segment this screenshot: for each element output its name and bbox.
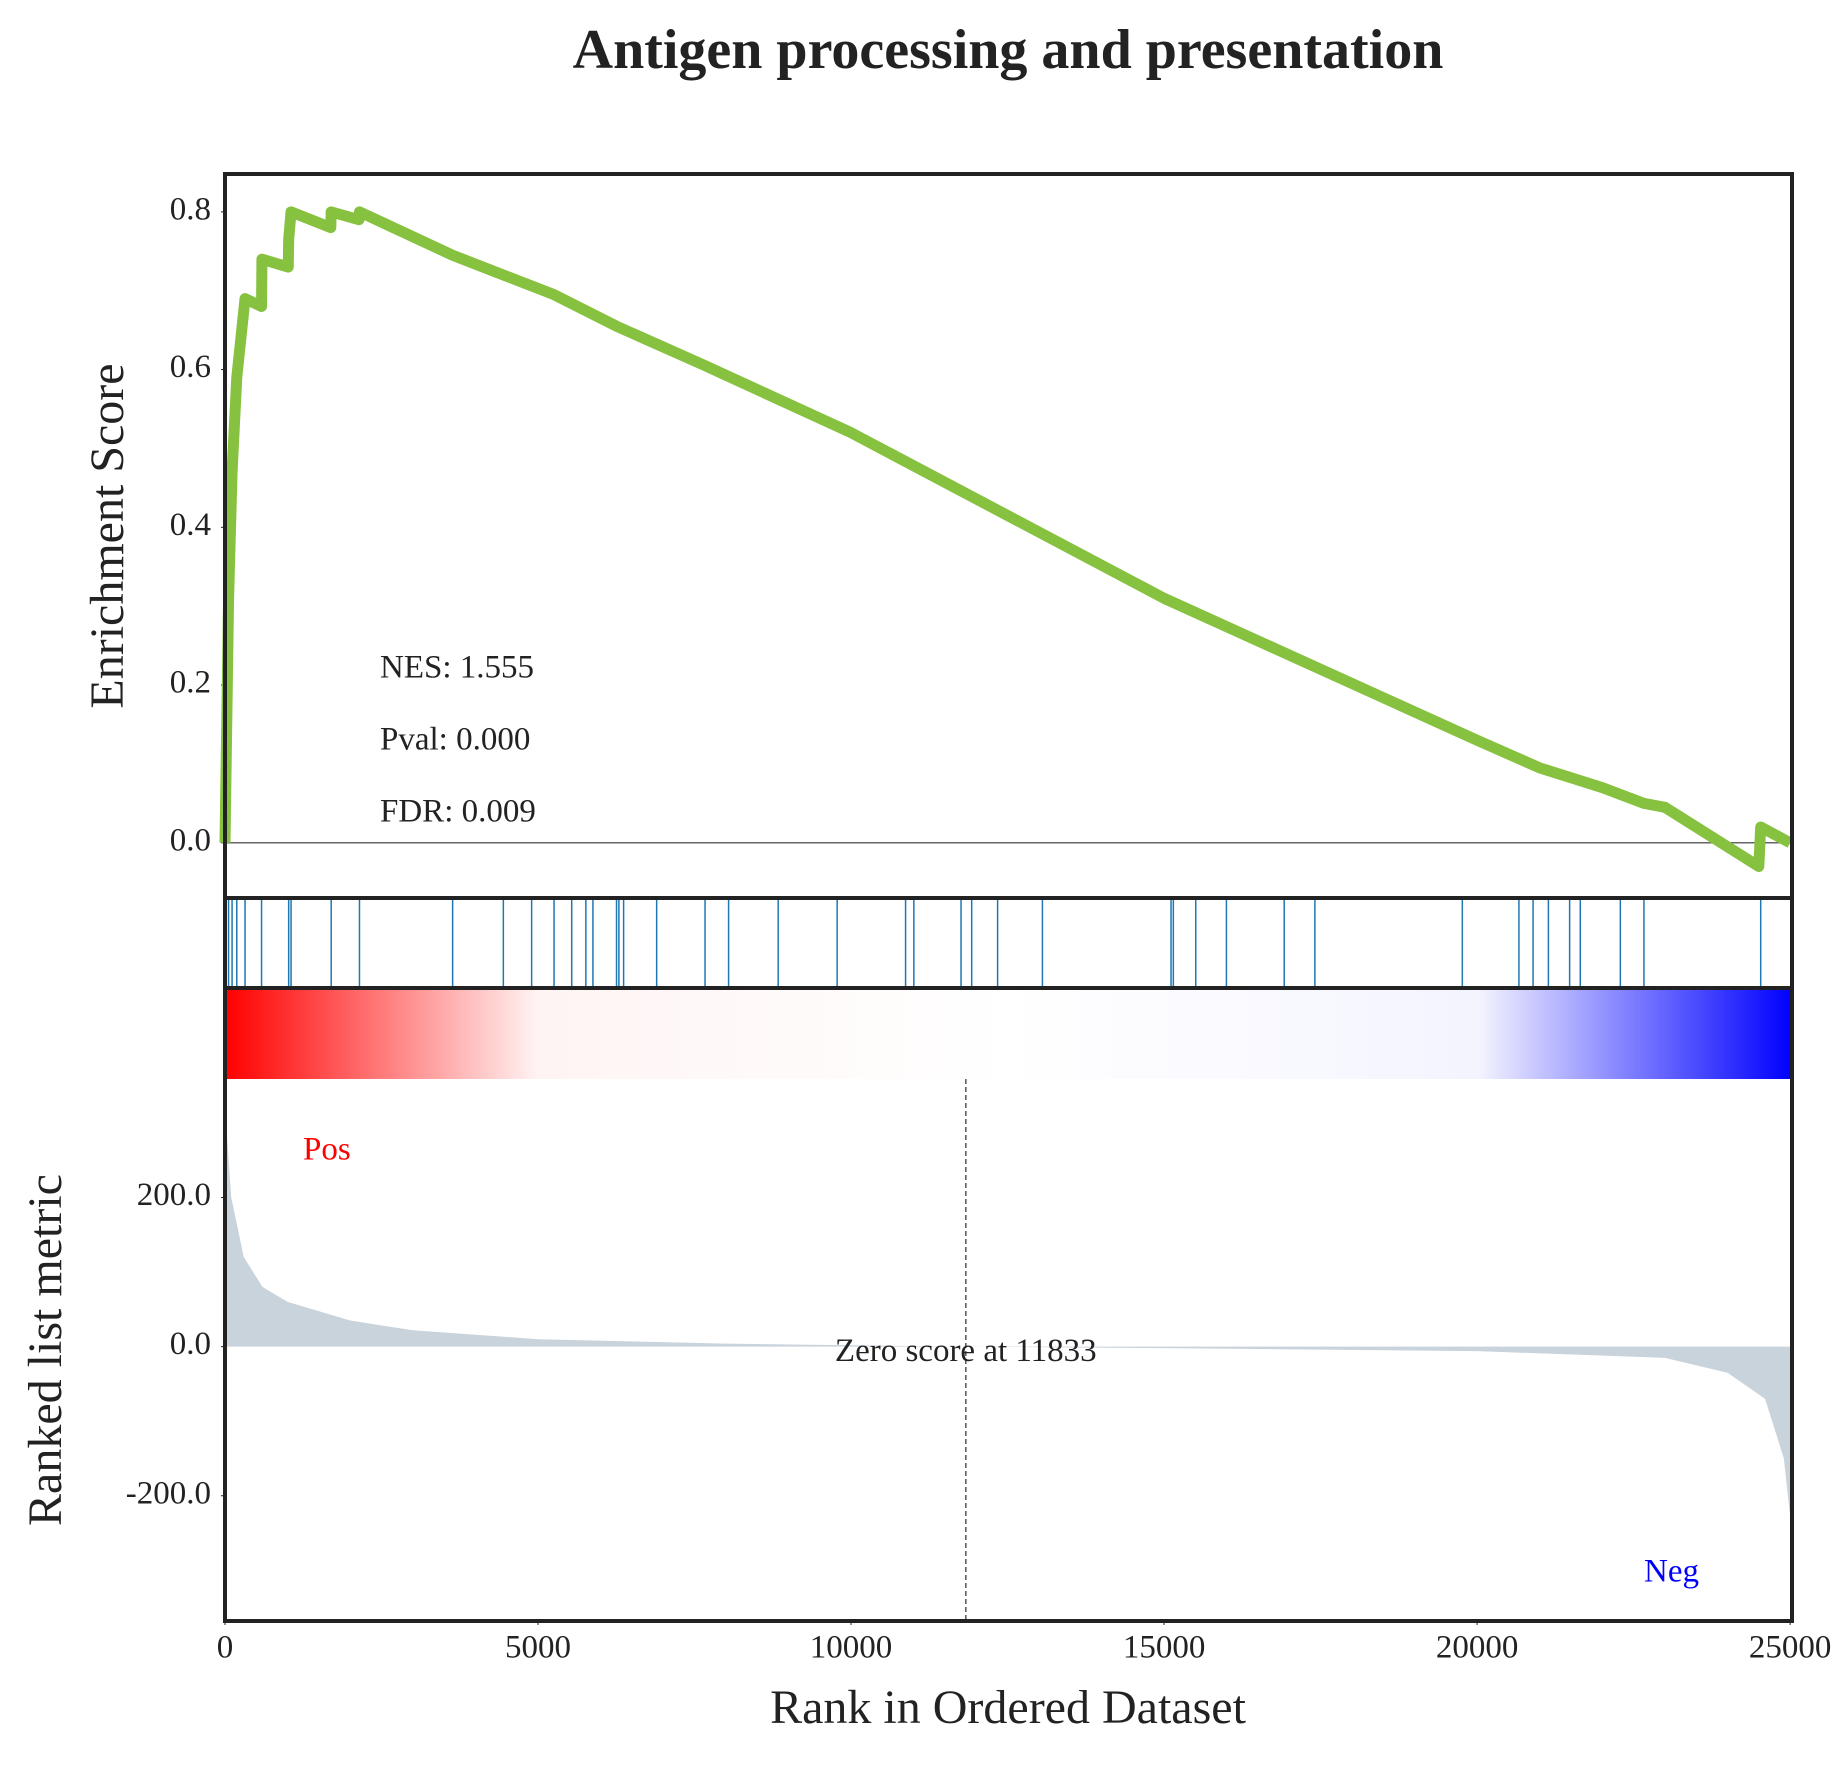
chart-title: Antigen processing and presentation (573, 19, 1444, 81)
x-tick-label: 10000 (810, 1630, 893, 1666)
y-tick-label: 0.8 (170, 191, 211, 227)
annotation: NES: 1.555 (380, 650, 534, 686)
metric-area (225, 1108, 1792, 1534)
y-axis-label: Ranked list metric (19, 1174, 72, 1526)
axes-frame (223, 986, 1794, 1623)
y-tick-label: -200.0 (126, 1475, 211, 1511)
y-tick-label: 0.2 (170, 665, 211, 701)
annotation: Pval: 0.000 (380, 722, 530, 758)
colorbar (225, 988, 1792, 1079)
x-tick-label: 20000 (1436, 1630, 1519, 1666)
axes-frame (223, 896, 1794, 990)
annotation: Zero score at 11833 (835, 1333, 1097, 1369)
annotation: FDR: 0.009 (380, 794, 536, 830)
y-tick-label: 0.0 (170, 1326, 211, 1362)
es-line (219, 206, 1793, 872)
x-tick-label: 0 (217, 1630, 234, 1666)
x-axis-label: Rank in Ordered Dataset (770, 1681, 1246, 1734)
y-axis-label: Enrichment Score (81, 363, 134, 708)
neg-label: Neg (1644, 1554, 1699, 1590)
x-tick-label: 15000 (1123, 1630, 1206, 1666)
x-tick-label: 25000 (1749, 1630, 1832, 1666)
pos-label: Pos (303, 1132, 351, 1168)
axes-frame (223, 172, 1794, 900)
y-tick-label: 0.4 (170, 507, 211, 543)
y-tick-label: 200.0 (137, 1177, 211, 1213)
x-tick-label: 5000 (505, 1630, 571, 1666)
y-tick-label: 0.0 (170, 822, 211, 858)
y-tick-label: 0.6 (170, 349, 211, 385)
